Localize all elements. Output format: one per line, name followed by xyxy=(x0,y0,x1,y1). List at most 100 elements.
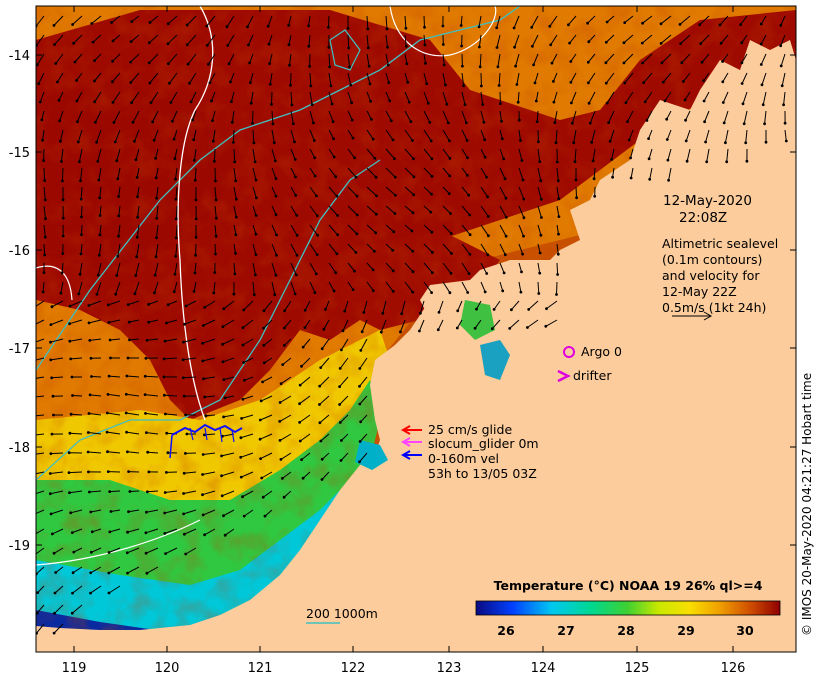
vector-arrowhead xyxy=(349,83,353,87)
colorbar: Temperature (°C) NOAA 19 26% ql>=4 26 27… xyxy=(475,578,781,638)
vector-arrowhead xyxy=(163,532,167,535)
vector-arrow-icon xyxy=(361,319,368,332)
vector-arrowhead xyxy=(108,490,112,493)
vector-arrow-icon xyxy=(73,34,83,44)
vector-arrowhead xyxy=(153,291,156,295)
blue-arrow-icon xyxy=(400,450,422,460)
vector-arrowhead xyxy=(725,160,729,164)
vector-arrowhead xyxy=(468,233,472,237)
vector-arrow-icon xyxy=(442,243,452,254)
vector-arrowhead xyxy=(501,289,505,293)
vector-arrowhead xyxy=(267,42,271,46)
vector-arrowhead xyxy=(146,450,150,454)
vector-arrowhead xyxy=(49,512,53,516)
vector-arrow-icon xyxy=(290,91,293,105)
vector-arrowhead xyxy=(468,213,472,217)
vector-arrow-icon xyxy=(339,414,349,423)
vector-arrowhead xyxy=(31,514,34,517)
vector-arrowhead xyxy=(112,121,116,124)
vector-arrowhead xyxy=(629,156,632,160)
vector-arrowhead xyxy=(166,303,170,307)
vector-arrow-icon xyxy=(203,452,216,455)
vector-arrowhead xyxy=(496,65,500,69)
vector-arrow-icon xyxy=(88,319,102,324)
vector-arrow-icon xyxy=(211,91,216,102)
vector-arrow-icon xyxy=(323,319,330,330)
vector-arrowhead xyxy=(350,118,354,122)
vector-arrowhead xyxy=(72,550,76,554)
vector-arrowhead xyxy=(307,24,310,28)
vector-arrow-icon xyxy=(90,394,102,397)
vector-arrow-icon xyxy=(385,186,396,196)
vector-arrowhead xyxy=(52,24,56,27)
vector-arrow-icon xyxy=(404,91,410,103)
vector-arrow-icon xyxy=(51,376,64,379)
vector-arrowhead xyxy=(133,139,136,143)
vector-arrow-icon xyxy=(260,452,273,460)
vector-arrow-icon xyxy=(72,528,83,534)
vector-arrowhead xyxy=(545,307,548,310)
vector-arrowhead xyxy=(399,330,402,334)
vector-arrow-icon xyxy=(385,53,389,66)
vector-arrow-icon xyxy=(423,224,433,233)
vector-arrow-icon xyxy=(164,394,178,397)
vector-arrowhead xyxy=(203,395,207,399)
vector-arrowhead xyxy=(211,139,215,143)
vector-arrow-icon xyxy=(79,262,83,275)
vector-arrowhead xyxy=(763,122,766,126)
vector-arrow-icon xyxy=(37,585,45,593)
vector-arrow-icon xyxy=(77,129,83,143)
vector-arrowhead xyxy=(490,327,494,331)
vector-arrowhead xyxy=(87,304,91,307)
vector-arrowhead xyxy=(43,179,46,182)
vector-arrowhead xyxy=(293,158,297,161)
vector-arrow-icon xyxy=(221,471,235,477)
vector-arrow-icon xyxy=(319,414,330,424)
vector-arrowhead xyxy=(75,99,79,103)
vector-arrow-icon xyxy=(423,34,426,45)
vector-arrow-icon xyxy=(780,34,786,46)
vector-arrowhead xyxy=(68,431,72,435)
vector-arrow-icon xyxy=(127,566,140,574)
vector-arrow-icon xyxy=(536,110,539,122)
vector-arrowhead xyxy=(339,459,343,462)
vector-arrow-icon xyxy=(111,15,121,23)
vector-arrow-icon xyxy=(233,186,237,200)
vector-arrowhead xyxy=(338,367,342,370)
vector-arrow-icon xyxy=(153,129,159,141)
vector-arrowhead xyxy=(303,308,307,312)
vector-arrow-icon xyxy=(404,262,414,273)
vector-arrowhead xyxy=(446,121,450,125)
vector-arrowhead xyxy=(153,273,157,277)
vector-arrowhead xyxy=(174,177,177,181)
vector-arrow-icon xyxy=(260,414,273,421)
vector-arrow-icon xyxy=(55,53,64,64)
vector-arrow-icon xyxy=(126,393,140,397)
vector-arrow-icon xyxy=(363,300,368,313)
vector-arrow-icon xyxy=(36,509,45,515)
vector-arrow-icon xyxy=(497,53,501,67)
bathy-contour-1000m xyxy=(36,159,381,481)
vector-arrow-icon xyxy=(223,509,235,517)
vector-arrowhead xyxy=(50,432,54,436)
vector-arrow-icon xyxy=(267,15,273,27)
vector-arrow-icon xyxy=(442,110,449,124)
vector-arrowhead xyxy=(318,384,322,388)
vector-arrow-icon xyxy=(385,129,394,141)
vector-arrowhead xyxy=(262,343,266,347)
vector-arrow-icon xyxy=(699,15,710,26)
vector-arrow-icon xyxy=(703,91,710,102)
vector-arrowhead xyxy=(37,82,41,85)
vector-arrow-icon xyxy=(366,110,372,120)
vector-arrowhead xyxy=(504,215,508,219)
vector-arrowhead xyxy=(127,510,130,514)
vector-arrow-icon xyxy=(204,395,216,398)
vector-arrow-icon xyxy=(241,471,254,478)
vector-arrowhead xyxy=(115,274,119,277)
glider-track xyxy=(169,423,243,459)
vector-arrowhead xyxy=(254,178,258,182)
vector-arrowhead xyxy=(222,415,226,419)
vector-arrow-icon xyxy=(648,148,653,159)
vector-arrowhead xyxy=(185,23,189,27)
sealevel-legend-line: 12-May 22Z xyxy=(662,284,737,299)
